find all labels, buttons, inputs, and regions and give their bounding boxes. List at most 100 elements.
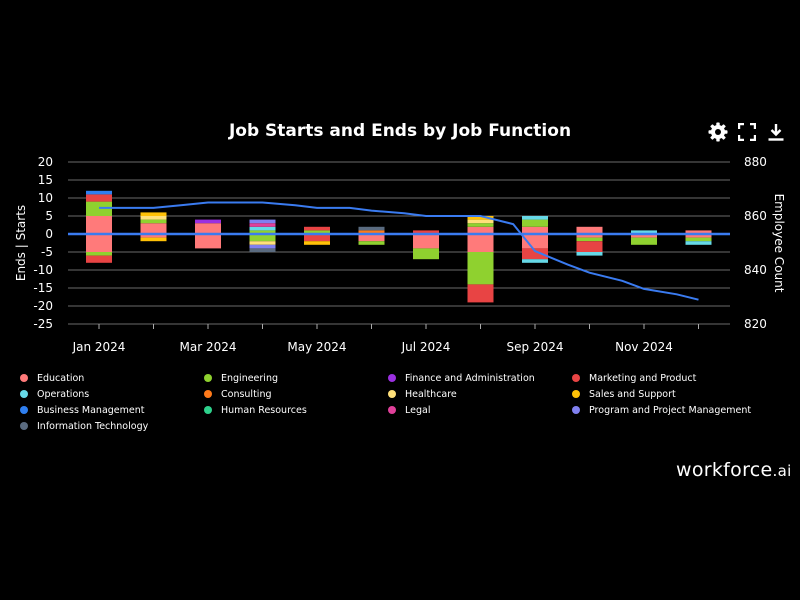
legend-swatch [572,406,580,414]
legend-label: Education [37,372,85,384]
bar-segment [522,259,548,263]
x-tick-label: Nov 2024 [615,340,673,354]
bar-segment [358,226,385,231]
bar-segment [522,216,548,220]
x-tick-label: Mar 2024 [180,340,237,354]
bar-segment [249,230,276,234]
y2-tick-label: 880 [744,155,767,169]
legend-item[interactable]: Program and Project Management [572,404,756,416]
brand-suffix: .ai [772,462,792,480]
legend-label: Engineering [221,372,278,384]
bar-segment [685,230,712,234]
chart-toolbar [708,122,786,142]
y-tick-label: 0 [45,227,53,241]
legend-swatch [204,390,212,398]
chart-area: 20 15 10 5 0 -5 -10 -15 -20 -25 880 860 840 820 Jan 20… [14,155,786,354]
legend-swatch [388,390,396,398]
chart-legend: Education Engineering Finance and Administ… [20,372,780,432]
bar-segment [467,223,494,227]
bar-segment [195,219,221,224]
download-button[interactable] [766,122,786,142]
bar-segment [358,241,385,245]
x-tick-label: Jul 2024 [401,340,451,354]
legend-label: Information Technology [37,420,149,432]
bar-segment [304,241,330,245]
bar-segment [249,244,276,249]
bar-segment [304,234,330,242]
bar-segment [249,234,276,242]
legend-swatch [572,390,580,398]
y-tick-label: 10 [38,191,53,205]
bar-segment [249,241,276,245]
bar-segment [86,190,112,195]
bar-segment [140,237,167,242]
bar-segment [522,219,548,227]
bar-segment [576,237,603,242]
bar-segment [86,255,112,263]
legend-label: Human Resources [221,404,307,416]
legend-item[interactable]: Human Resources [204,404,388,416]
bar-segment [522,248,548,260]
bar-segment [685,241,712,245]
legend-swatch [20,406,28,414]
bar-segment [140,223,167,234]
bar-segment [358,234,385,242]
legend-label: Program and Project Management [589,404,752,416]
brand-logo: workforce.ai [676,459,792,481]
legend-swatch [20,390,28,398]
bar-segment [631,230,657,234]
bar-segment [140,219,167,224]
legend-label: Sales and Support [589,388,676,400]
legend-item[interactable]: Legal [388,404,572,416]
bar-segment [576,241,603,252]
legend-swatch [572,374,580,382]
bar-segment [413,230,439,234]
bar-segment [413,234,439,249]
y2-axis-title: Employee Count [772,194,786,293]
legend-item[interactable]: Sales and Support [572,388,756,400]
x-tick-label: May 2024 [287,340,346,354]
legend-item[interactable]: Business Management [20,404,204,416]
legend-item[interactable]: Education [20,372,204,384]
legend-item[interactable]: Healthcare [388,388,572,400]
settings-button[interactable] [708,122,728,142]
y-tick-label: 15 [38,173,53,187]
bar-segment [304,226,330,231]
bar-segment [467,226,494,234]
y-tick-label: -25 [33,317,53,331]
legend-item[interactable]: Consulting [204,388,388,400]
bar-segment [304,230,330,234]
legend-item[interactable]: Finance and Administration [388,372,572,384]
x-tick-label: Jan 2024 [72,340,126,354]
legend-label: Legal [405,404,431,416]
y-axis-title: Ends | Starts [14,205,28,281]
bar-segment [358,230,385,234]
y-tick-label: -5 [41,245,53,259]
fullscreen-button[interactable] [737,122,757,142]
legend-item[interactable]: Marketing and Product [572,372,756,384]
bar-segment [631,237,657,245]
legend-swatch [204,406,212,414]
y-tick-label: 20 [38,155,53,169]
y2-tick-label: 840 [744,263,767,277]
bar-segment [249,248,276,252]
y-tick-label: 5 [45,209,53,223]
legend-item[interactable]: Information Technology [20,420,204,432]
bar-segment [140,216,167,220]
y2-tick-label: 860 [744,209,767,223]
bar-segment [86,234,112,252]
bar-segment [413,248,439,260]
bar-segment [140,234,167,238]
legend-swatch [388,406,396,414]
legend-swatch [20,374,28,382]
legend-item[interactable]: Engineering [204,372,388,384]
bar-segment [576,226,603,234]
bar-segment [631,234,657,238]
bar-segment [467,234,494,252]
bar-segment [86,216,112,234]
y-tick-label: -10 [33,263,53,277]
legend-item[interactable]: Operations [20,388,204,400]
bar-segment [685,237,712,242]
y-tick-label: -20 [33,299,53,313]
y-tick-label: -15 [33,281,53,295]
